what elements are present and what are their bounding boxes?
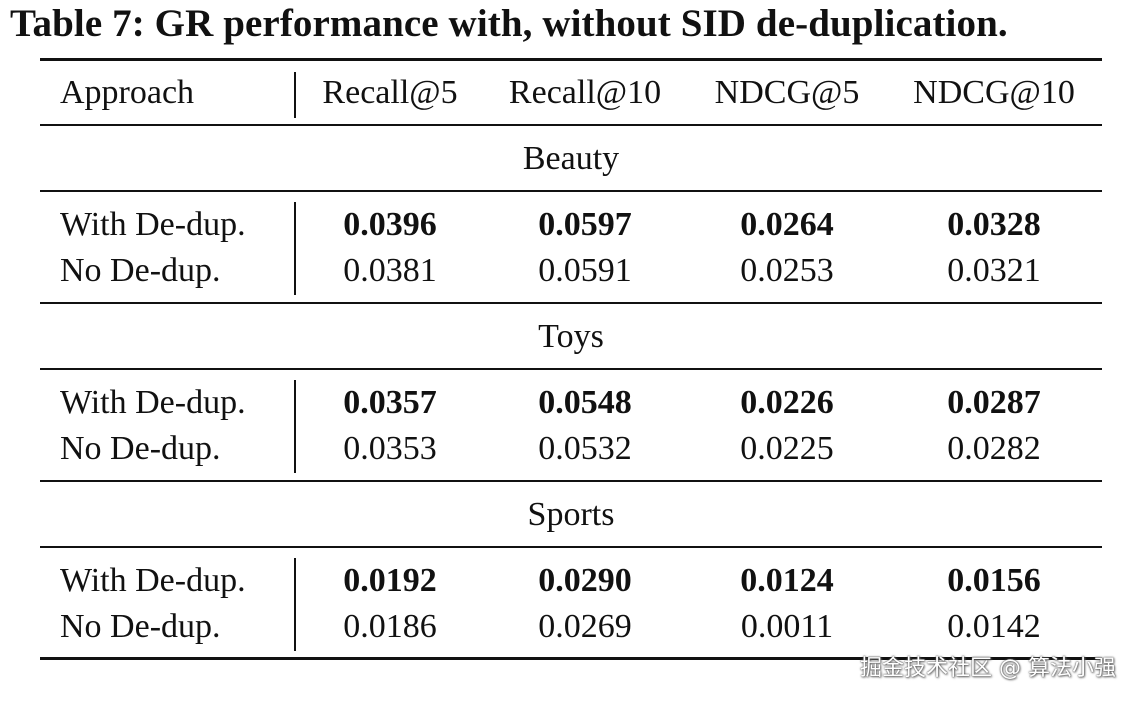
section-title-toys: Toys bbox=[538, 318, 604, 355]
cell-value: 0.0381 bbox=[343, 252, 437, 289]
cell-value: 0.0264 bbox=[740, 206, 834, 243]
table-caption: Table 7: GR performance with, without SI… bbox=[10, 2, 1008, 45]
header-ndcg-10: NDCG@10 bbox=[913, 74, 1075, 111]
cell-value: 0.0396 bbox=[343, 206, 437, 243]
row-label: No De-dup. bbox=[60, 430, 221, 467]
cell-value: 0.0287 bbox=[947, 384, 1041, 421]
row-label: With De-dup. bbox=[60, 562, 246, 599]
column-divider-beauty bbox=[294, 202, 296, 295]
section-rule-sports bbox=[40, 546, 1102, 548]
cell-value: 0.0282 bbox=[947, 430, 1041, 467]
section-rule-toys bbox=[40, 368, 1102, 370]
watermark: 掘金技术社区 @ 算法小强 bbox=[860, 656, 1116, 681]
cell-value: 0.0321 bbox=[947, 252, 1041, 289]
header-ndcg-5: NDCG@5 bbox=[714, 74, 860, 111]
cell-value: 0.0353 bbox=[343, 430, 437, 467]
row-label: No De-dup. bbox=[60, 252, 221, 289]
cell-value: 0.0597 bbox=[538, 206, 632, 243]
cell-value: 0.0357 bbox=[343, 384, 437, 421]
cell-value: 0.0591 bbox=[538, 252, 632, 289]
table-bottom-rule bbox=[40, 657, 1102, 660]
row-label: With De-dup. bbox=[60, 384, 246, 421]
cell-value: 0.0142 bbox=[947, 608, 1041, 645]
header-column-divider bbox=[294, 72, 296, 118]
section-title-beauty: Beauty bbox=[522, 140, 620, 177]
section-title-sports: Sports bbox=[527, 496, 615, 533]
row-label: With De-dup. bbox=[60, 206, 246, 243]
header-approach: Approach bbox=[60, 74, 195, 111]
header-rule bbox=[40, 124, 1102, 126]
cell-value: 0.0253 bbox=[740, 252, 834, 289]
column-divider-sports bbox=[294, 558, 296, 651]
cell-value: 0.0011 bbox=[740, 608, 834, 645]
cell-value: 0.0269 bbox=[538, 608, 632, 645]
cell-value: 0.0124 bbox=[740, 562, 834, 599]
row-label: No De-dup. bbox=[60, 608, 221, 645]
cell-value: 0.0328 bbox=[947, 206, 1041, 243]
cell-value: 0.0290 bbox=[538, 562, 632, 599]
cell-value: 0.0156 bbox=[947, 562, 1041, 599]
table-top-rule bbox=[40, 58, 1102, 61]
cell-value: 0.0226 bbox=[740, 384, 834, 421]
cell-value: 0.0186 bbox=[343, 608, 437, 645]
cell-value: 0.0192 bbox=[343, 562, 437, 599]
section-rule-beauty bbox=[40, 190, 1102, 192]
cell-value: 0.0532 bbox=[538, 430, 632, 467]
cell-value: 0.0548 bbox=[538, 384, 632, 421]
header-recall-10: Recall@10 bbox=[508, 74, 662, 111]
header-recall-5: Recall@5 bbox=[322, 74, 458, 111]
column-divider-toys bbox=[294, 380, 296, 473]
section-end-rule-toys bbox=[40, 480, 1102, 482]
section-end-rule-beauty bbox=[40, 302, 1102, 304]
cell-value: 0.0225 bbox=[740, 430, 834, 467]
